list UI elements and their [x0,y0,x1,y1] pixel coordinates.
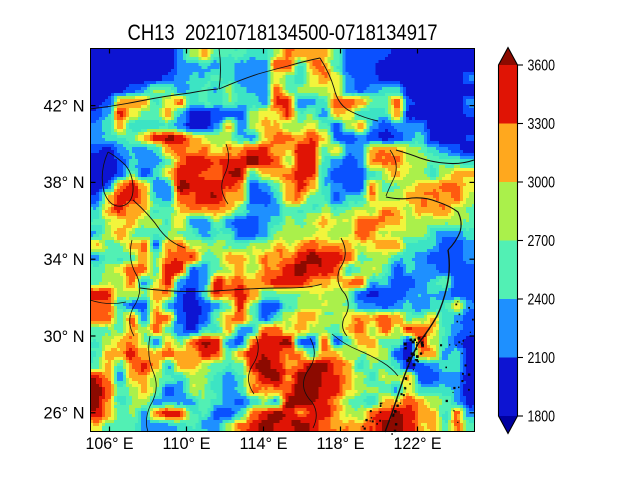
svg-text:106° E: 106° E [86,435,134,453]
svg-text:26° N: 26° N [44,405,85,423]
svg-text:3300: 3300 [528,116,556,133]
svg-text:CH13 20210718134500-071813491: CH13 20210718134500-0718134917 [128,20,438,45]
svg-text:34° N: 34° N [44,251,85,269]
svg-text:2100: 2100 [528,350,556,367]
svg-text:110° E: 110° E [163,435,211,453]
svg-text:42° N: 42° N [44,97,85,115]
svg-text:38° N: 38° N [44,174,85,192]
svg-text:114° E: 114° E [240,435,288,453]
svg-text:118° E: 118° E [317,435,365,453]
svg-text:122° E: 122° E [394,435,442,453]
svg-text:2700: 2700 [528,233,556,250]
svg-text:2400: 2400 [528,292,556,309]
svg-text:3600: 3600 [528,58,556,75]
svg-text:1800: 1800 [528,409,556,426]
svg-text:30° N: 30° N [44,328,85,346]
svg-text:3000: 3000 [528,175,556,192]
